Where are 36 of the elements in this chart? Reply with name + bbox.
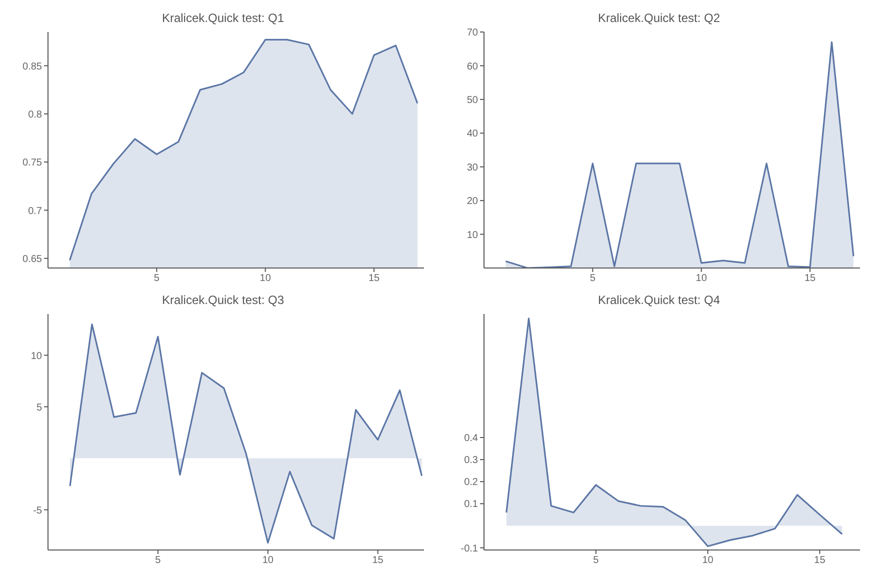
y-tick-label: 0.8 (28, 109, 42, 120)
y-tick-label: 20 (466, 196, 478, 208)
x-tick-label: 5 (154, 273, 160, 284)
y-tick-label: 0.65 (22, 254, 42, 265)
y-tick-label: 30 (466, 162, 478, 174)
x-tick-label: 10 (262, 555, 274, 566)
x-tick-label: 10 (260, 273, 272, 284)
y-tick-label: 0.1 (464, 499, 478, 510)
y-tick-label: 5 (36, 402, 42, 414)
y-tick-label: 0.7 (28, 206, 42, 217)
chart-title: Kralicek.Quick test: Q3 (160, 292, 286, 309)
y-tick-label: 10 (466, 230, 478, 241)
x-tick-label: 15 (368, 273, 380, 284)
y-tick-label: -0.1 (460, 543, 478, 554)
y-tick-label: 70 (466, 28, 478, 39)
x-tick-label: 5 (593, 555, 600, 566)
y-tick-label: 0.2 (464, 477, 478, 488)
y-tick-label: 0.75 (22, 158, 42, 169)
x-tick-label: 10 (696, 273, 708, 284)
x-tick-label: 15 (804, 273, 816, 284)
x-tick-label: 5 (155, 555, 162, 566)
y-tick-label: 0.3 (464, 455, 478, 466)
y-tick-label: 60 (466, 61, 478, 72)
y-tick-label: 50 (466, 94, 478, 106)
y-tick-label: 40 (466, 128, 478, 140)
x-tick-label: 10 (702, 555, 714, 566)
x-tick-label: 15 (372, 555, 384, 566)
y-tick-label: 0.85 (22, 61, 42, 72)
x-tick-label: 15 (814, 555, 826, 566)
chart-title: Kralicek.Quick test: Q2 (596, 10, 722, 27)
x-tick-label: 5 (590, 273, 596, 284)
chart-title: Kralicek.Quick test: Q1 (160, 10, 286, 27)
chart-title: Kralicek.Quick test: Q4 (596, 292, 722, 309)
y-tick-label: 0.4 (464, 433, 478, 444)
y-tick-label: -5 (33, 505, 42, 516)
y-tick-label: 10 (30, 350, 42, 362)
